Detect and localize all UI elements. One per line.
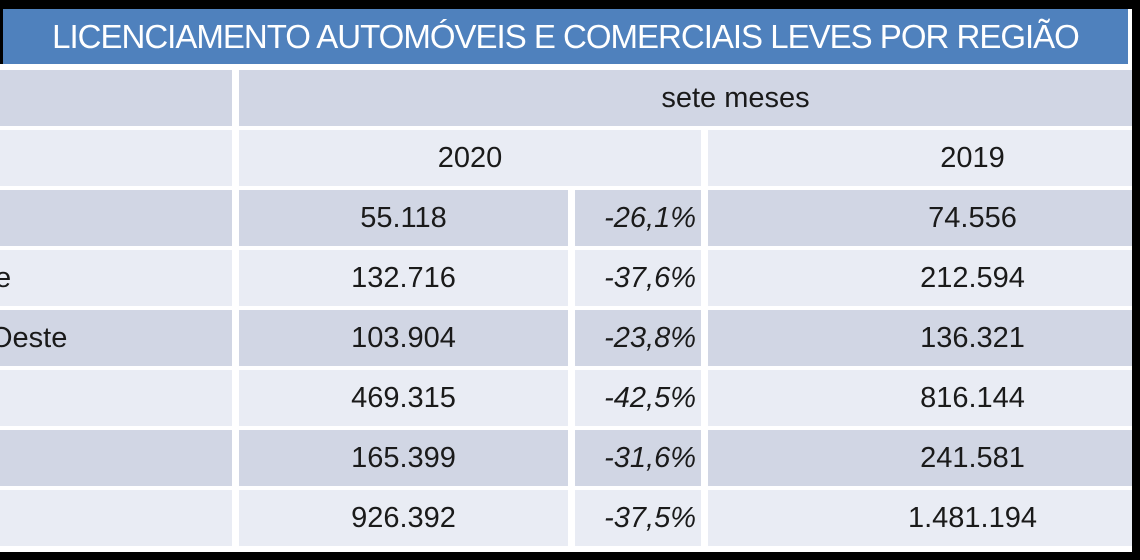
value-2020-cell: 926.392	[239, 490, 568, 546]
value-2019-cell: 1.481.194	[708, 490, 1132, 546]
value-2020-cell: 103.904	[239, 310, 568, 366]
region-label: Oeste	[0, 321, 68, 354]
value-2020-cell: 55.118	[239, 190, 568, 246]
col-header-2019: 2019	[708, 130, 1132, 186]
period-header-cell: sete meses	[239, 70, 1132, 126]
region-licensing-table: sete meses 2020 2019 55.118 -26,1% 74.55…	[0, 70, 1132, 546]
variation-cell: -37,6%	[575, 250, 701, 306]
title-bar: LICENCIAMENTO AUTOMÓVEIS E COMERCIAIS LE…	[3, 9, 1128, 64]
frame-border-right	[1132, 0, 1140, 560]
variation-cell: -23,8%	[575, 310, 701, 366]
region-label-cell	[0, 430, 232, 486]
value-2019-cell: 816.144	[708, 370, 1132, 426]
value-2019-cell: 136.321	[708, 310, 1132, 366]
title-left-edge	[0, 9, 3, 64]
region-label-cell	[0, 370, 232, 426]
page-title: LICENCIAMENTO AUTOMÓVEIS E COMERCIAIS LE…	[52, 17, 1080, 55]
value-2020-cell: 469.315	[239, 370, 568, 426]
value-2019-cell: 241.581	[708, 430, 1132, 486]
variation-cell: -31,6%	[575, 430, 701, 486]
value-2020-cell: 165.399	[239, 430, 568, 486]
variation-cell: -26,1%	[575, 190, 701, 246]
region-label-cell	[0, 490, 232, 546]
frame-border-top	[0, 0, 1140, 9]
region-label-cell	[0, 190, 232, 246]
corner-cell-period	[0, 70, 232, 126]
value-2019-cell: 212.594	[708, 250, 1132, 306]
corner-cell-years	[0, 130, 232, 186]
region-label-cell: Oeste	[0, 310, 232, 366]
variation-cell: -37,5%	[575, 490, 701, 546]
region-label: e	[0, 261, 12, 294]
variation-cell: -42,5%	[575, 370, 701, 426]
value-2020-cell: 132.716	[239, 250, 568, 306]
col-header-2020: 2020	[239, 130, 701, 186]
frame-border-bottom	[0, 552, 1140, 560]
region-label-cell: e	[0, 250, 232, 306]
value-2019-cell: 74.556	[708, 190, 1132, 246]
